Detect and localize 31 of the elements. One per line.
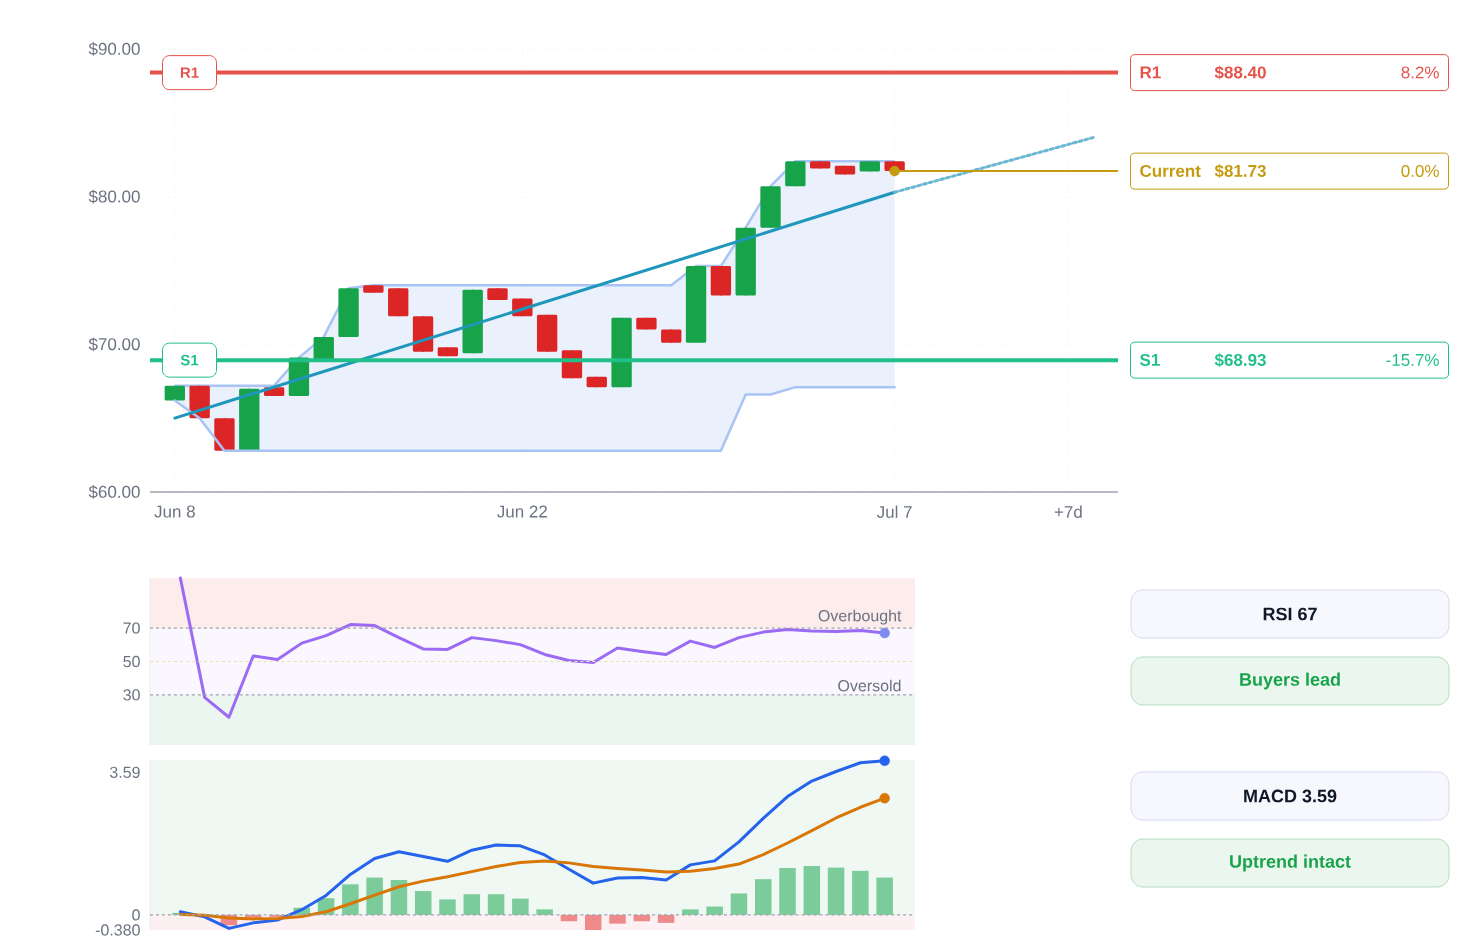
text: $68.93 xyxy=(1214,353,1266,368)
y-tick-label: 30 xyxy=(123,689,140,701)
y-tick-label: $60.00 xyxy=(88,485,140,499)
text: MACD 3.59 xyxy=(1244,789,1337,803)
text: Current xyxy=(1140,164,1201,177)
x-tick-label: Jul 7 xyxy=(876,505,912,518)
y-tick-label: 0 xyxy=(132,909,140,921)
text: S1 xyxy=(1139,353,1160,366)
text: $81.73 xyxy=(1214,164,1266,179)
ref-line-label: S1 xyxy=(180,354,199,366)
text: Uptrend intact xyxy=(1230,854,1351,872)
x-tick-label: Jun 22 xyxy=(497,505,547,518)
y-tick-label: -0.380 xyxy=(95,924,140,936)
text: 8.2% xyxy=(1401,66,1439,79)
text: R1 xyxy=(1140,66,1161,79)
y-tick-label: $80.00 xyxy=(88,189,140,204)
ref-line-label: Oversold xyxy=(838,679,901,692)
text: -15.7% xyxy=(1386,354,1439,366)
text: $88.40 xyxy=(1214,65,1266,80)
y-tick-label: $70.00 xyxy=(88,337,140,352)
ref-line-label: Overbought xyxy=(818,609,902,625)
text: 0.0% xyxy=(1401,164,1439,177)
y-tick-label: 3.59 xyxy=(109,766,140,778)
text: RSI 67 xyxy=(1263,607,1317,621)
y-tick-label: 70 xyxy=(123,622,140,634)
y-tick-label: 50 xyxy=(123,655,140,668)
x-tick-label: +7d xyxy=(1054,505,1082,518)
text: Buyers lead xyxy=(1240,672,1340,690)
ref-line-label: R1 xyxy=(180,67,199,78)
x-tick-label: Jun 8 xyxy=(154,505,195,518)
y-tick-label: $90.00 xyxy=(88,42,140,56)
